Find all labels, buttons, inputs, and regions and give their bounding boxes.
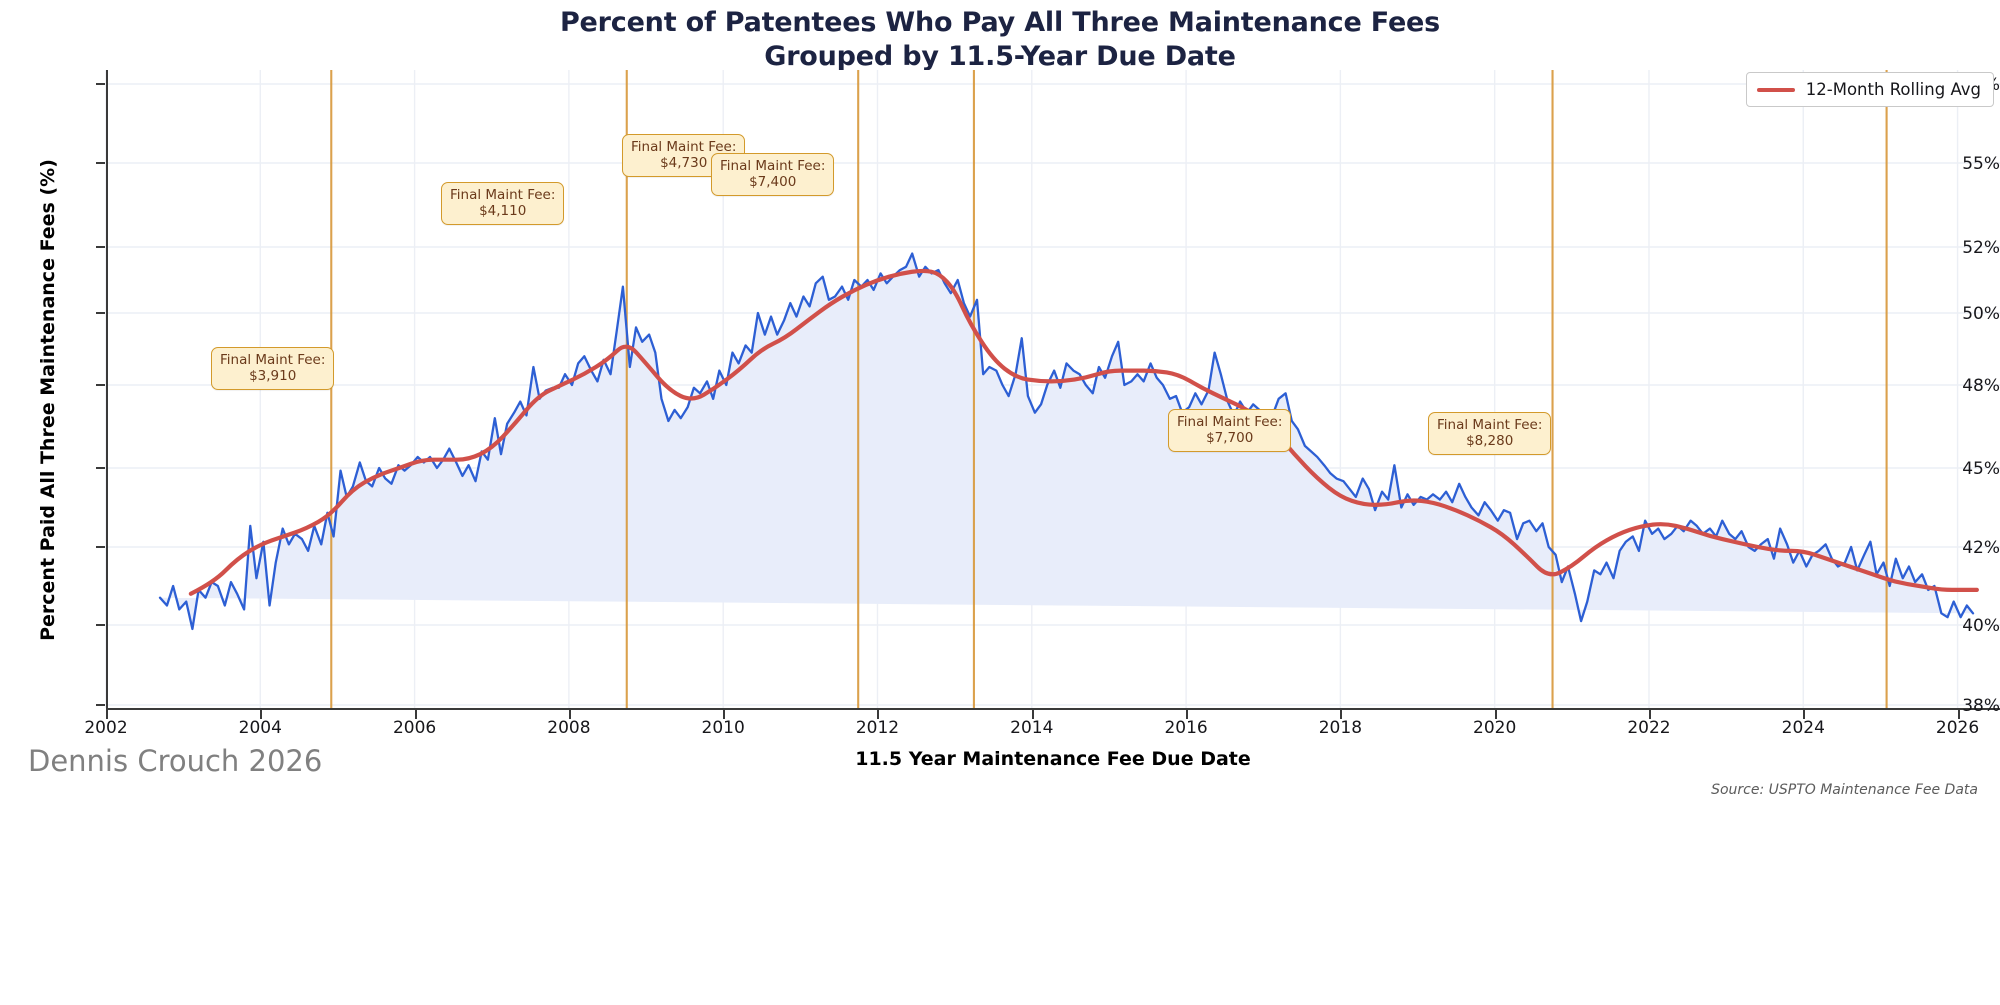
y-axis-tick-mark [96, 246, 105, 248]
x-axis-tick-label: 2002 [84, 718, 127, 738]
x-axis-tick-label: 2026 [1936, 718, 1979, 738]
fee-annotation-label: Final Maint Fee:$7,700 [1168, 409, 1291, 452]
x-axis-tick-label: 2016 [1164, 718, 1207, 738]
chart-title-line-2: Grouped by 11.5-Year Due Date [0, 40, 2000, 74]
legend-swatch-rolling-avg [1757, 88, 1795, 92]
fee-annotation-title: Final Maint Fee: [450, 187, 555, 203]
fee-annotation-amount: $8,280 [1437, 433, 1542, 449]
x-axis-tick-mark [1495, 710, 1497, 719]
y-axis-tick-label: 45% [1934, 459, 2000, 479]
x-axis-tick-label: 2004 [239, 718, 282, 738]
x-axis-tick-label: 2024 [1782, 718, 1825, 738]
x-axis-tick-mark [1186, 710, 1188, 719]
y-axis-tick-label: 52% [1934, 238, 2000, 258]
area-fill [160, 254, 1973, 629]
chart-legend: 12-Month Rolling Avg [1746, 72, 1994, 107]
x-axis-tick-label: 2010 [702, 718, 745, 738]
x-axis-tick-label: 2012 [856, 718, 899, 738]
fee-annotation-title: Final Maint Fee: [220, 352, 325, 368]
y-axis-tick-label: 48% [1934, 376, 2000, 396]
legend-label-rolling-avg: 12-Month Rolling Avg [1806, 80, 1981, 99]
y-axis-tick-mark [96, 384, 105, 386]
x-axis-tick-mark [260, 710, 262, 719]
y-axis-tick-label: 40% [1934, 616, 2000, 636]
fee-annotation-label: Final Maint Fee:$4,110 [441, 182, 564, 225]
fee-annotation-amount: $7,700 [1177, 430, 1282, 446]
fee-annotation-amount: $4,110 [450, 203, 555, 219]
y-axis-tick-label: 55% [1934, 154, 2000, 174]
x-axis-tick-mark [1958, 710, 1960, 719]
x-axis-tick-label: 2006 [393, 718, 436, 738]
y-axis-tick-mark [96, 312, 105, 314]
y-axis-tick-mark [96, 546, 105, 548]
y-axis-tick-mark [96, 704, 105, 706]
fee-annotation-label: Final Maint Fee:$7,400 [711, 153, 834, 196]
x-axis-tick-mark [1649, 710, 1651, 719]
chart-canvas [106, 70, 2000, 708]
x-axis-tick-mark [569, 710, 571, 719]
source-note: Source: USPTO Maintenance Fee Data [1711, 782, 1978, 798]
x-axis-tick-label: 2022 [1627, 718, 1670, 738]
y-axis-tick-mark [96, 83, 105, 85]
y-axis-tick-mark [96, 162, 105, 164]
fee-annotation-label: Final Maint Fee:$8,280 [1428, 412, 1551, 455]
x-axis-tick-label: 2008 [547, 718, 590, 738]
chart-figure: Percent of Patentees Who Pay All Three M… [0, 0, 2000, 1005]
x-axis-tick-mark [723, 710, 725, 719]
fee-annotation-title: Final Maint Fee: [1177, 414, 1282, 430]
author-credit: Dennis Crouch 2026 [28, 744, 322, 778]
x-axis-tick-label: 2018 [1319, 718, 1362, 738]
plot-area [106, 70, 2000, 708]
y-axis-tick-mark [96, 467, 105, 469]
y-axis-tick-label: 50% [1934, 304, 2000, 324]
x-axis-tick-mark [1340, 710, 1342, 719]
y-axis-title: Percent Paid All Three Maintenance Fees … [37, 140, 59, 660]
x-axis-tick-mark [106, 710, 108, 719]
x-axis-tick-label: 2014 [1010, 718, 1053, 738]
x-axis-title: 11.5 Year Maintenance Fee Due Date [106, 748, 2000, 770]
x-axis-spine [106, 708, 2000, 710]
x-axis-tick-mark [1803, 710, 1805, 719]
x-axis-tick-mark [877, 710, 879, 719]
x-axis-tick-mark [1032, 710, 1034, 719]
fee-annotation-label: Final Maint Fee:$3,910 [211, 347, 334, 390]
chart-title-line-1: Percent of Patentees Who Pay All Three M… [560, 7, 1440, 38]
fee-annotation-title: Final Maint Fee: [1437, 417, 1542, 433]
y-axis-tick-label: 38% [1934, 696, 2000, 716]
y-axis-tick-mark [96, 624, 105, 626]
fee-annotation-amount: $3,910 [220, 368, 325, 384]
x-axis-tick-mark [415, 710, 417, 719]
x-axis-tick-label: 2020 [1473, 718, 1516, 738]
y-axis-tick-label: 42% [1934, 538, 2000, 558]
fee-annotation-amount: $7,400 [720, 174, 825, 190]
chart-title: Percent of Patentees Who Pay All Three M… [0, 6, 2000, 74]
fee-annotation-title: Final Maint Fee: [720, 158, 825, 174]
y-axis-spine [106, 70, 108, 709]
